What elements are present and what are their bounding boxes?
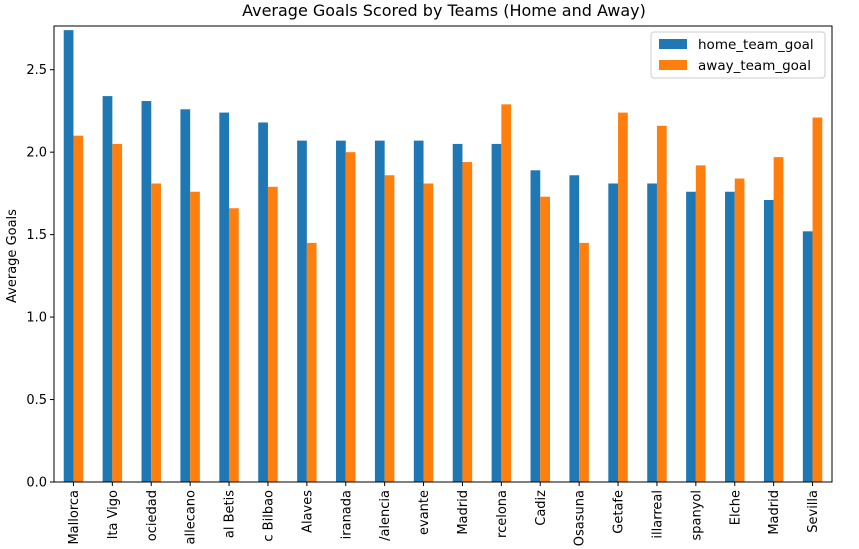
legend-swatch-away_team_goal: [659, 60, 687, 70]
x-tick-label: Getafe: [612, 490, 627, 534]
bar-home_team_goal-16: [686, 191, 696, 482]
plot-frame: [53, 25, 833, 483]
bar-away_team_goal-15: [656, 125, 667, 483]
bar-away_team_goal-0: [73, 135, 84, 482]
x-tick-label: Osasuna: [573, 490, 588, 546]
bar-away_team_goal-3: [190, 191, 200, 482]
x-tick-label: Madrid: [456, 490, 471, 535]
x-tick-label: ociedad: [145, 490, 160, 541]
bar-away_team_goal-13: [579, 242, 589, 482]
bar-away_team_goal-11: [501, 104, 512, 482]
legend-swatch-home_team_goal: [659, 39, 687, 49]
x-tick-label: Mallorca: [67, 490, 82, 545]
x-tick-label: spanyol: [689, 490, 704, 541]
x-tick-label: Alaves: [300, 490, 315, 533]
bar-home_team_goal-10: [452, 143, 463, 483]
y-tick-label: 0.0: [26, 476, 47, 491]
legend-box: [650, 31, 826, 79]
bar-home_team_goal-14: [608, 183, 619, 482]
bars-group: [63, 30, 823, 483]
bar-away_team_goal-10: [462, 162, 473, 482]
bar-away_team_goal-16: [695, 165, 706, 482]
bar-home_team_goal-19: [802, 231, 813, 482]
bar-home_team_goal-18: [763, 199, 774, 483]
x-tick-label: evante: [417, 490, 432, 535]
bar-home_team_goal-3: [180, 109, 191, 482]
bar-away_team_goal-19: [812, 117, 823, 482]
bar-home_team_goal-0: [63, 30, 74, 483]
bar-home_team_goal-12: [530, 170, 541, 482]
x-tick-label: allecano: [184, 490, 199, 545]
bar-home_team_goal-15: [647, 183, 657, 482]
x-axis-ticks: Mallorca lta Vigo ociedad allecano al Betis c…: [67, 482, 821, 546]
y-axis-label: Average Goals: [5, 209, 20, 303]
x-tick-label: al Betis: [223, 490, 238, 538]
bar-home_team_goal-2: [141, 101, 152, 483]
y-tick-label: 1.0: [26, 311, 47, 326]
bar-home_team_goal-1: [102, 96, 113, 482]
legend: home_team_goal away_team_goal: [650, 31, 826, 79]
x-tick-label: Sevilla: [806, 490, 821, 533]
x-tick-label: Elche: [728, 490, 743, 525]
legend-label-home_team_goal: home_team_goal: [698, 37, 814, 53]
x-tick-label: Madrid: [767, 490, 782, 535]
x-tick-label: Cadiz: [534, 490, 549, 526]
x-tick-label: lta Vigo: [106, 490, 121, 539]
x-tick-label: iranada: [339, 490, 354, 539]
y-tick-label: 1.5: [26, 228, 47, 243]
y-axis-ticks: 0.0 0.5 1.0 1.5 2.0 2.5: [26, 63, 54, 491]
x-tick-label: /alencia: [378, 490, 393, 541]
bar-home_team_goal-5: [258, 122, 268, 483]
bar-home_team_goal-11: [491, 143, 502, 483]
chart-title: Average Goals Scored by Teams (Home and …: [242, 1, 646, 20]
bar-home_team_goal-13: [569, 175, 580, 483]
bar-away_team_goal-7: [345, 152, 356, 482]
bar-home_team_goal-4: [219, 112, 230, 482]
bar-home_team_goal-7: [336, 140, 346, 482]
bar-home_team_goal-9: [413, 140, 424, 482]
bar-home_team_goal-8: [374, 140, 385, 482]
bar-away_team_goal-6: [306, 242, 317, 482]
bar-away_team_goal-4: [229, 208, 239, 482]
bar-away_team_goal-1: [112, 143, 123, 483]
bar-away_team_goal-9: [423, 183, 434, 482]
y-tick-label: 2.5: [26, 63, 47, 78]
bar-away_team_goal-5: [267, 186, 278, 482]
x-tick-label: illarreal: [650, 490, 665, 539]
x-tick-label: rcelona: [495, 490, 510, 538]
y-tick-label: 0.5: [26, 393, 47, 408]
bar-away_team_goal-2: [151, 183, 161, 482]
y-tick-label: 2.0: [26, 146, 47, 161]
bar-away_team_goal-12: [540, 196, 550, 482]
bar-away_team_goal-17: [734, 178, 745, 482]
bar-away_team_goal-14: [618, 112, 628, 482]
bar-away_team_goal-8: [384, 175, 395, 483]
bar-home_team_goal-17: [725, 191, 735, 482]
legend-label-away_team_goal: away_team_goal: [698, 58, 811, 74]
bar-away_team_goal-18: [773, 157, 784, 483]
bar-home_team_goal-6: [297, 140, 307, 482]
x-tick-label: c Bilbao: [261, 490, 276, 542]
